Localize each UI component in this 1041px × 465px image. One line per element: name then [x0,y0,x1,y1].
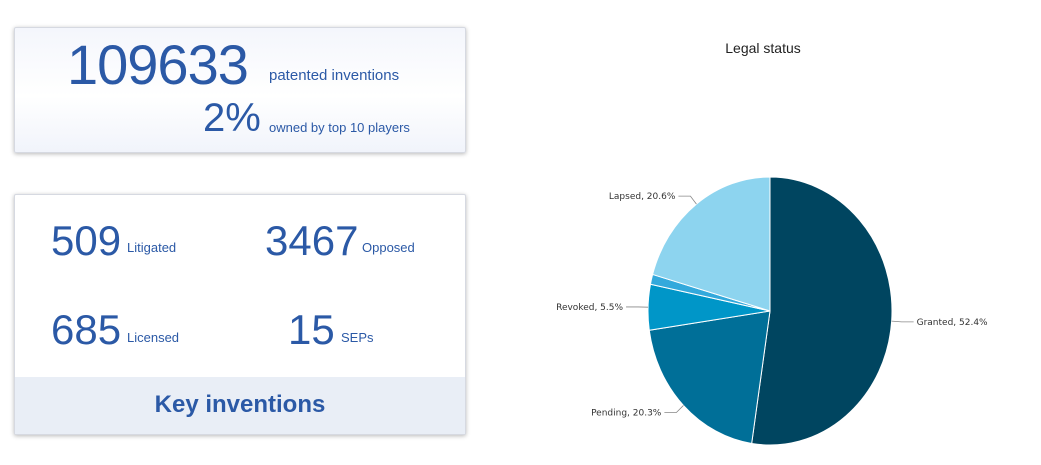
total-inventions-value: 109633 [67,32,248,97]
key-inventions-label: Key inventions [15,391,465,419]
litigated-label: Litigated [127,240,176,255]
slice-label-lapsed: Lapsed, 20.6% [609,192,676,202]
top-players-share-label: owned by top 10 players [269,120,410,135]
label-connector [678,196,696,204]
top-players-share-value: 2% [203,96,261,141]
seps-label: SEPs [341,330,374,345]
label-connector [664,405,683,412]
slice-label-revoked: Revoked, 5.5% [556,303,623,313]
litigated-value: 509 [51,217,121,265]
chart-title: Legal status [725,40,801,56]
key-inventions-button[interactable]: Key inventions [15,377,465,434]
pie-slice-granted[interactable] [752,177,892,445]
pie-slice-pending[interactable] [649,311,770,443]
licensed-label: Licensed [127,330,179,345]
total-inventions-label: patented inventions [269,67,399,84]
slice-label-pending: Pending, 20.3% [591,409,662,419]
slice-label-granted: Granted, 52.4% [917,318,988,328]
pie: Granted, 52.4% Pending, 20.3% Revoked, 5.5… [556,177,988,445]
summary-card: 109633 patented inventions 2% owned by t… [14,27,466,153]
opposed-value: 3467 [265,217,358,265]
label-connector [892,321,914,322]
opposed-label: Opposed [362,240,415,255]
legal-status-chart: Legal status Granted, 52.4% Pending, 20.3… [520,25,1030,455]
stats-card: 509 Litigated 3467 Opposed 685 Licensed … [14,194,466,435]
seps-value: 15 [288,306,335,354]
licensed-value: 685 [51,306,121,354]
